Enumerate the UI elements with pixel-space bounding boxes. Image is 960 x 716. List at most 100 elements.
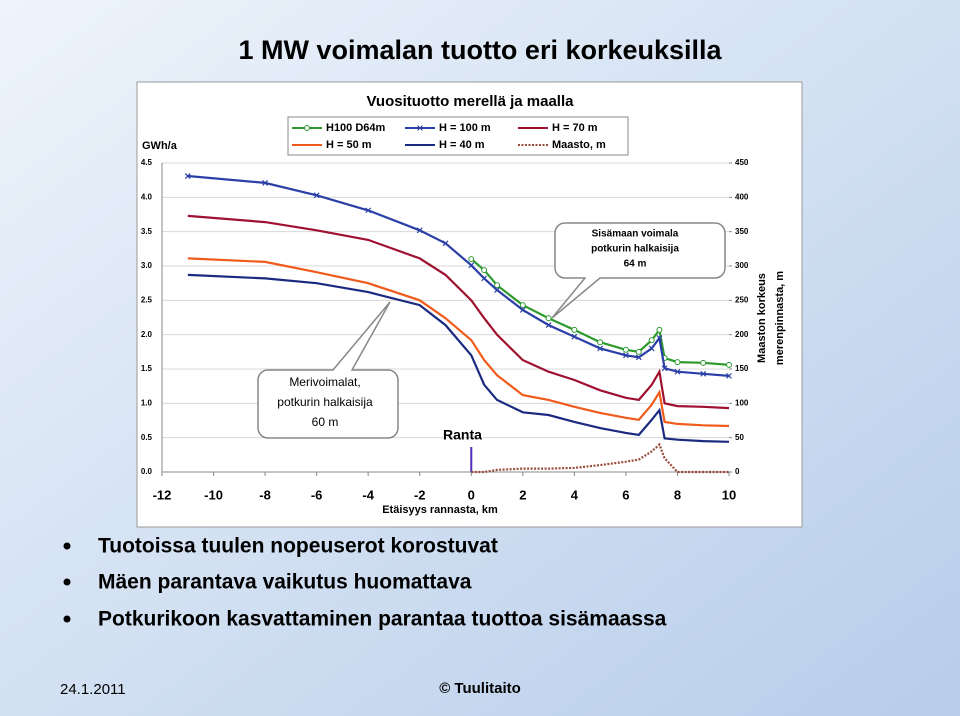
y2-tick-label: 300	[735, 261, 749, 270]
point	[468, 256, 475, 263]
x-tick-label: -12	[153, 487, 172, 502]
point	[661, 365, 668, 372]
point	[519, 307, 526, 313]
x-tick-label: 8	[674, 487, 681, 502]
legend-label: H100 D64m	[326, 122, 386, 134]
slide-title: 1 MW voimalan tuotto eri korkeuksilla	[238, 35, 722, 65]
x-tick-label: 2	[519, 487, 526, 502]
legend-label: H = 50 m	[326, 139, 372, 151]
point	[726, 361, 732, 368]
point	[545, 322, 552, 328]
point	[700, 370, 707, 377]
y2-tick-label: 50	[735, 433, 744, 442]
point	[635, 354, 642, 361]
x-tick-label: 4	[571, 487, 579, 502]
x-tick-label: -2	[414, 487, 426, 502]
point	[519, 302, 526, 309]
bullet	[63, 542, 71, 550]
x-axis-label: Etäisyys rannasta, km	[382, 504, 498, 516]
series-line	[187, 257, 730, 428]
y2-tick-label: 400	[735, 192, 749, 201]
y-axis-label: GWh/a	[142, 140, 178, 152]
legend	[287, 116, 629, 156]
chart-title: Vuosituotto merellä ja maalla	[366, 93, 574, 110]
series-line	[187, 214, 730, 410]
legend-label: H = 40 m	[439, 139, 485, 151]
shore-label: Ranta	[443, 427, 482, 443]
point	[597, 339, 604, 346]
point	[622, 352, 629, 359]
footer-copyright: © Tuulitaito	[439, 680, 521, 697]
y2-label-line: Maaston korkeus	[756, 273, 768, 363]
y2-tick-label: 450	[735, 158, 749, 167]
point	[635, 348, 642, 355]
y-tick-label: 1.5	[141, 364, 153, 373]
callout-inland	[551, 222, 726, 319]
x-tick-label: 10	[722, 487, 736, 502]
point	[674, 359, 681, 366]
legend-marker	[417, 125, 423, 131]
point	[416, 227, 423, 234]
callout-text: 60 m	[312, 415, 339, 429]
y-tick-label: 0.5	[141, 433, 153, 442]
y-tick-label: 0.0	[141, 467, 153, 476]
y2-tick-label: 0	[735, 467, 740, 476]
y-tick-label: 4.5	[141, 158, 153, 167]
point	[622, 346, 629, 353]
point	[494, 287, 500, 293]
x-tick-label: 0	[468, 487, 475, 502]
point	[700, 359, 707, 366]
y2-tick-label: 350	[735, 227, 749, 236]
point	[313, 192, 320, 199]
point	[468, 262, 475, 269]
y-tick-label: 1.0	[141, 398, 153, 407]
footer-date: 24.1.2011	[60, 681, 126, 698]
point	[648, 337, 655, 344]
point	[726, 372, 732, 379]
y2-label-line: merenpinnasta, m	[774, 271, 786, 365]
point	[656, 335, 663, 342]
callout-text: Merivoimalat,	[289, 375, 360, 389]
x-tick-label: -6	[311, 487, 323, 502]
y2-tick-label: 200	[735, 330, 749, 339]
point	[442, 240, 449, 247]
y-tick-label: 2.5	[141, 295, 153, 304]
point	[656, 326, 663, 333]
point	[571, 326, 578, 333]
bullet-list: Tuotoissa tuulen nopeuserot korostuvat M…	[63, 535, 667, 631]
callout-text: 64 m	[624, 259, 647, 270]
y2-tick-label: 150	[735, 364, 749, 373]
legend-label: Maasto, m	[552, 139, 606, 151]
chart-frame	[136, 81, 803, 528]
point	[648, 345, 655, 352]
bullet-text: Tuotoissa tuulen nopeuserot korostuvat	[98, 535, 498, 558]
x-tick-label: -8	[259, 487, 271, 502]
point	[571, 333, 578, 340]
callout-text: Sisämaan voimala	[592, 229, 679, 240]
x-tick-label: -10	[204, 487, 223, 502]
y2-tick-label: 250	[735, 295, 749, 304]
y2-tick-label: 100	[735, 398, 749, 407]
y-tick-label: 3.5	[141, 227, 153, 236]
y-tick-label: 3.0	[141, 261, 153, 270]
bullet	[63, 615, 71, 623]
y-tick-label: 2.0	[141, 330, 153, 339]
x-tick-label: -4	[362, 487, 374, 502]
x-tick-label: 6	[622, 487, 629, 502]
callout-text: potkurin halkaisija	[277, 395, 373, 409]
point	[481, 267, 488, 274]
series-line	[471, 442, 729, 474]
legend-marker	[304, 125, 310, 131]
point	[674, 368, 681, 375]
bullet-text: Potkurikoon kasvattaminen parantaa tuott…	[98, 608, 667, 631]
y2-axis-label: Maaston korkeus merenpinnasta, m	[756, 271, 786, 365]
point	[365, 207, 372, 214]
legend-label: H = 100 m	[439, 122, 491, 134]
legend-label: H = 70 m	[552, 122, 598, 134]
bullet-text: Mäen parantava vaikutus huomattava	[98, 571, 472, 594]
point	[262, 179, 269, 186]
bullet	[63, 578, 71, 586]
series-line	[187, 273, 730, 443]
